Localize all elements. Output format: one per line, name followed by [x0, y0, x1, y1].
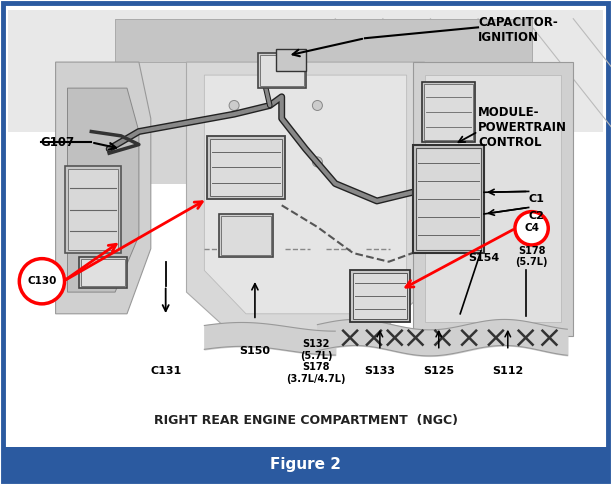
Text: S133: S133	[364, 366, 395, 376]
Polygon shape	[67, 88, 139, 292]
Circle shape	[312, 101, 323, 110]
Polygon shape	[115, 19, 532, 62]
Polygon shape	[186, 62, 425, 335]
Polygon shape	[8, 10, 603, 132]
Circle shape	[229, 157, 239, 167]
Bar	[65, 166, 121, 253]
Circle shape	[229, 101, 239, 110]
Bar	[260, 55, 304, 86]
Bar	[81, 259, 125, 286]
Circle shape	[515, 212, 548, 245]
Bar	[221, 216, 271, 256]
Bar	[412, 145, 484, 253]
Text: MODULE-
POWERTRAIN
CONTROL: MODULE- POWERTRAIN CONTROL	[478, 106, 567, 149]
Bar	[79, 257, 127, 288]
Text: S150: S150	[240, 346, 271, 356]
Bar	[423, 84, 473, 140]
Text: C2: C2	[529, 211, 544, 221]
Polygon shape	[412, 62, 573, 335]
Polygon shape	[204, 75, 407, 314]
Text: G107: G107	[41, 136, 75, 149]
Text: S125: S125	[423, 366, 455, 376]
Polygon shape	[115, 19, 532, 183]
Bar	[353, 273, 407, 319]
Text: S132
(5.7L)
S178
(3.7L/4.7L): S132 (5.7L) S178 (3.7L/4.7L)	[287, 339, 346, 384]
Bar	[258, 53, 306, 88]
Bar	[8, 10, 603, 444]
Bar	[219, 214, 273, 257]
Text: C4: C4	[524, 223, 539, 233]
Bar	[210, 139, 282, 196]
Text: C130: C130	[27, 276, 57, 286]
Bar	[350, 271, 409, 322]
Bar	[3, 447, 608, 481]
Text: C1: C1	[529, 194, 544, 204]
Text: S112: S112	[492, 366, 524, 376]
Circle shape	[312, 157, 323, 167]
Bar	[207, 136, 285, 199]
Text: S154: S154	[469, 253, 500, 263]
Bar	[422, 82, 475, 142]
Polygon shape	[56, 62, 151, 314]
Text: S178
(5.7L): S178 (5.7L)	[515, 246, 548, 267]
Text: C131: C131	[150, 366, 181, 376]
Text: CAPACITOR-
IGNITION: CAPACITOR- IGNITION	[478, 15, 558, 44]
Bar	[276, 49, 306, 71]
Bar	[415, 148, 481, 250]
Bar	[68, 169, 118, 250]
Circle shape	[20, 258, 65, 304]
Text: Figure 2: Figure 2	[270, 456, 341, 471]
Polygon shape	[425, 75, 562, 322]
Text: RIGHT REAR ENGINE COMPARTMENT  (NGC): RIGHT REAR ENGINE COMPARTMENT (NGC)	[153, 414, 458, 426]
